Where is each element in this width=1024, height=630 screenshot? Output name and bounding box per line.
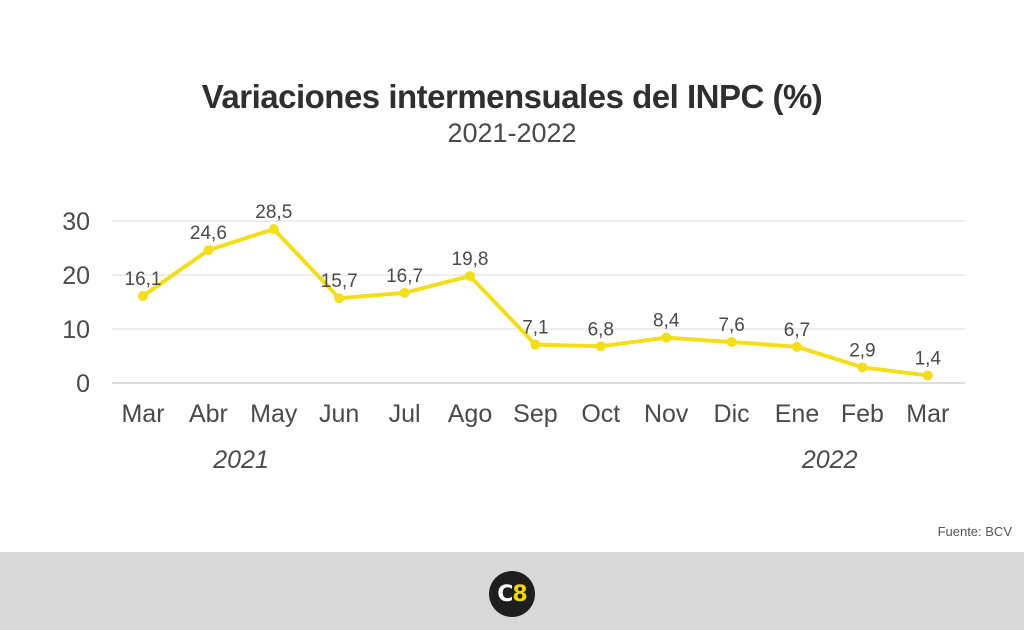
x-tick-label: Ago (448, 400, 492, 428)
data-label: 7,1 (522, 318, 548, 339)
x-tick-label: Feb (841, 400, 884, 428)
data-point (465, 271, 475, 282)
logo-letter: C (497, 581, 513, 607)
data-label: 8,4 (653, 311, 680, 332)
data-label: 16,7 (386, 266, 423, 287)
y-tick-label: 20 (62, 262, 90, 290)
x-tick-label: May (250, 400, 298, 428)
x-tick-label: Ene (775, 400, 819, 428)
chart-subtitle: 2021-2022 (447, 118, 577, 148)
x-tick-label: Sep (513, 400, 557, 428)
data-label: 2,9 (849, 340, 875, 361)
x-tick-label: Oct (581, 400, 620, 428)
chart-title: Variaciones intermensuales del INPC (%) (201, 78, 823, 115)
data-label: 15,7 (321, 271, 358, 292)
data-label: 6,7 (784, 320, 810, 341)
series-line (141, 227, 930, 378)
x-tick-label: Jun (319, 400, 359, 428)
line-chart: 0 10 20 30 16,1 24,6 28,5 15,7 16,7 19,8 7,1 6,8 8,4… (62, 202, 965, 474)
data-point (399, 287, 410, 298)
y-tick-label: 30 (62, 208, 90, 236)
data-label: 16,1 (125, 269, 162, 290)
x-tick-label: Mar (906, 400, 949, 428)
x-tick-label: Abr (189, 400, 228, 428)
x-tick-label: Jul (389, 400, 421, 428)
data-label: 1,4 (915, 348, 942, 369)
data-point (138, 291, 148, 302)
data-point (203, 245, 214, 256)
y-tick-label: 0 (76, 370, 90, 398)
data-label: 6,8 (588, 319, 614, 340)
data-label: 19,8 (452, 249, 489, 270)
data-label: 7,6 (718, 315, 744, 336)
y-tick-label: 10 (62, 316, 90, 344)
year-label: 2022 (801, 446, 858, 474)
year-label: 2021 (212, 446, 269, 474)
logo-number: 8 (512, 581, 527, 607)
data-point (530, 339, 541, 350)
data-label: 28,5 (255, 202, 292, 223)
data-point (922, 370, 933, 381)
data-point (595, 341, 606, 352)
x-tick-label: Mar (121, 400, 164, 428)
data-label: 24,6 (190, 223, 227, 244)
x-tick-label: Dic (714, 400, 750, 428)
x-tick-label: Nov (644, 400, 689, 428)
data-point (792, 341, 802, 352)
source-note: Fuente: BCV (937, 524, 1012, 539)
data-point (857, 362, 868, 373)
data-point (726, 336, 737, 347)
data-point (334, 293, 345, 304)
data-point (661, 332, 672, 343)
data-point (268, 224, 279, 235)
